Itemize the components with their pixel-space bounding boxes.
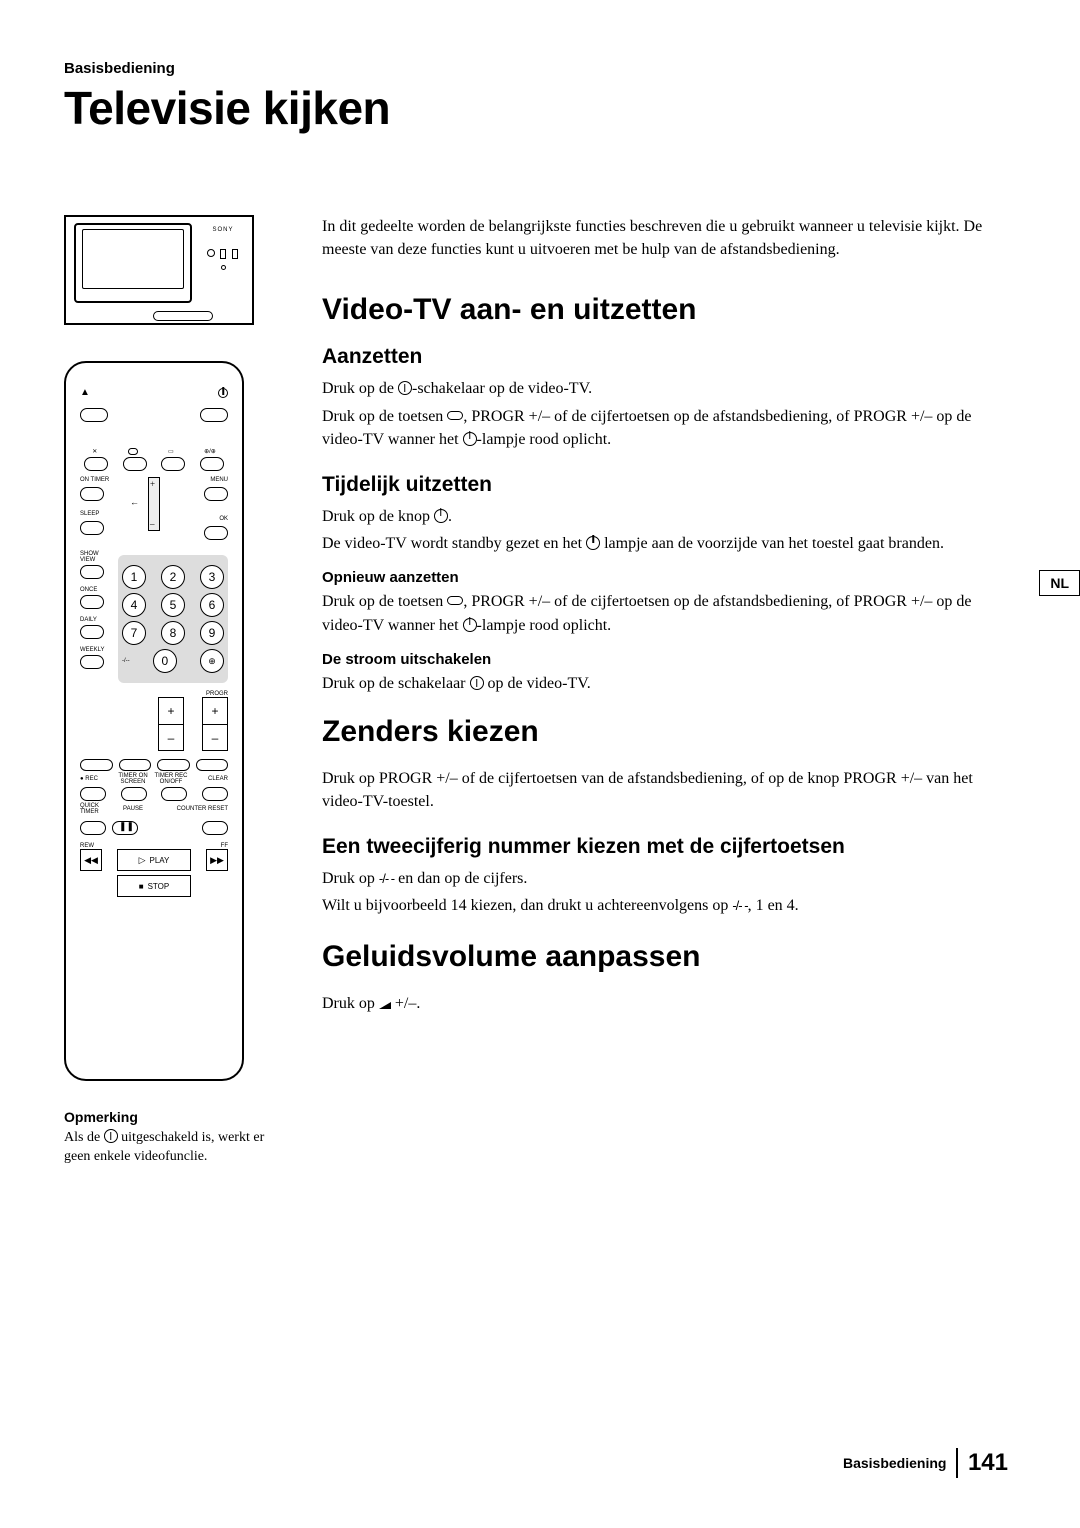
remote-illustration: ▲ ✕ ▭ ⊕/⊕	[64, 361, 244, 1081]
remote-daily-label: DAILY	[80, 617, 114, 623]
screen-icon: ▭	[168, 449, 174, 455]
subsection-tweecijferig-heading: Een tweecijferig nummer kiezen met de ci…	[322, 835, 1008, 859]
tv-brand-label: SONY	[200, 227, 246, 233]
remote-digit-1: 1	[122, 565, 146, 589]
subsection-aanzetten-heading: Aanzetten	[322, 345, 1008, 369]
remote-rew-button: ◀◀	[80, 849, 102, 871]
remote-stop-button: ■STOP	[117, 875, 191, 897]
remote-ff-button: ▶▶	[206, 849, 228, 871]
remote-on-timer-label: ON TIMER	[80, 477, 120, 483]
remote-quick-timer-label: QUICK TIMER	[80, 803, 114, 815]
volume-icon	[379, 1002, 391, 1009]
stroom-text: Druk op de schakelaar op de video-TV.	[322, 672, 1008, 695]
footer-separator	[956, 1448, 958, 1478]
section-kicker: Basisbediening	[64, 60, 1008, 77]
remote-volume-rocker: +–	[158, 697, 184, 751]
power-switch-icon	[398, 381, 412, 395]
remote-once-label: ONCE	[80, 587, 114, 593]
tweecijferig-line2: Wilt u bijvoorbeeld 14 kiezen, dan drukt…	[322, 894, 1008, 917]
remote-rec-label: ● REC	[80, 776, 114, 782]
display-icon	[128, 448, 138, 455]
page-footer: Basisbediening 141	[843, 1448, 1008, 1478]
remote-digit-2: 2	[161, 565, 185, 589]
standby-icon	[434, 509, 448, 523]
remote-power-button	[200, 408, 228, 422]
remote-progr-rocker: +–	[202, 697, 228, 751]
eject-icon: ▲	[80, 387, 90, 398]
digit-prefix-icon	[732, 897, 747, 914]
aanzetten-line2: Druk op de toetsen , PROGR +/– of de cij…	[322, 405, 1008, 451]
remote-digit-5: 5	[161, 593, 185, 617]
remote-enter-button: ⊕	[200, 649, 224, 673]
tijdelijk-line2: De video-TV wordt standby gezet en het l…	[322, 532, 1008, 555]
button-icon	[447, 411, 463, 420]
remote-showview-label: SHOW VIEW	[80, 551, 114, 563]
note-heading: Opmerking	[64, 1109, 294, 1125]
subsection-tijdelijk-heading: Tijdelijk uitzetten	[322, 473, 1008, 497]
tijdelijk-line1: Druk op de knop .	[322, 505, 1008, 528]
button-icon	[447, 596, 463, 605]
remote-menu-label: MENU	[188, 477, 228, 483]
remote-digit-0: 0	[153, 649, 177, 673]
power-switch-icon	[104, 1129, 118, 1143]
standby-icon	[218, 388, 228, 398]
remote-eject-button	[80, 408, 108, 422]
remote-digit-prefix: -/--	[122, 658, 130, 664]
footer-page-number: 141	[968, 1449, 1008, 1477]
section-zenders-heading: Zenders kiezen	[322, 715, 1008, 749]
standby-icon	[586, 536, 600, 550]
remote-digit-9: 9	[200, 621, 224, 645]
aanzetten-line1: Druk op de -schakelaar op de video-TV.	[322, 377, 1008, 400]
remote-clear-label: CLEAR	[192, 776, 228, 782]
section-volume-heading: Geluidsvolume aanpassen	[322, 940, 1008, 974]
power-switch-icon	[470, 676, 484, 690]
opnieuw-text: Druk op de toetsen , PROGR +/– of de cij…	[322, 590, 1008, 636]
remote-pause-label: PAUSE	[116, 806, 150, 812]
remote-counter-reset-label: COUNTER RESET	[152, 806, 228, 812]
remote-play-button: ▷PLAY	[117, 849, 191, 871]
language-tab: NL	[1039, 570, 1080, 596]
remote-sleep-label: SLEEP	[80, 511, 120, 517]
remote-digit-6: 6	[200, 593, 224, 617]
mute-icon: ✕	[92, 449, 97, 455]
digit-prefix-icon	[379, 870, 394, 887]
note-block: Opmerking Als de uitgeschakeld is, werkt…	[64, 1109, 294, 1167]
remote-digit-8: 8	[161, 621, 185, 645]
remote-ok-label: OK	[188, 516, 228, 522]
input-icon: ⊕/⊕	[204, 449, 216, 455]
tv-illustration: SONY	[64, 215, 254, 325]
subsection-opnieuw-heading: Opnieuw aanzetten	[322, 569, 1008, 586]
standby-icon	[463, 618, 477, 632]
remote-weekly-label: WEEKLY	[80, 647, 114, 653]
remote-digit-4: 4	[122, 593, 146, 617]
volume-text: Druk op +/–.	[322, 992, 1008, 1015]
tweecijferig-line1: Druk op en dan op de cijfers.	[322, 867, 1008, 890]
remote-nav-pad: + – ←	[134, 477, 174, 531]
subsection-stroom-heading: De stroom uitschakelen	[322, 651, 1008, 668]
remote-digit-7: 7	[122, 621, 146, 645]
remote-timer-screen-label: TIMER ON SCREEN	[116, 773, 150, 785]
footer-section-label: Basisbediening	[843, 1455, 946, 1471]
section-power-heading: Video-TV aan- en uitzetten	[322, 293, 1008, 327]
page-title: Televisie kijken	[64, 81, 1008, 135]
remote-timer-rec-label: TIMER REC ON/OFF	[152, 773, 190, 785]
remote-digit-3: 3	[200, 565, 224, 589]
intro-paragraph: In dit gedeelte worden de belangrijkste …	[322, 215, 1008, 261]
standby-icon	[463, 432, 477, 446]
zenders-text: Druk op PROGR +/– of de cijfertoetsen va…	[322, 767, 1008, 813]
note-body: Als de uitgeschakeld is, werkt er geen e…	[64, 1129, 294, 1167]
